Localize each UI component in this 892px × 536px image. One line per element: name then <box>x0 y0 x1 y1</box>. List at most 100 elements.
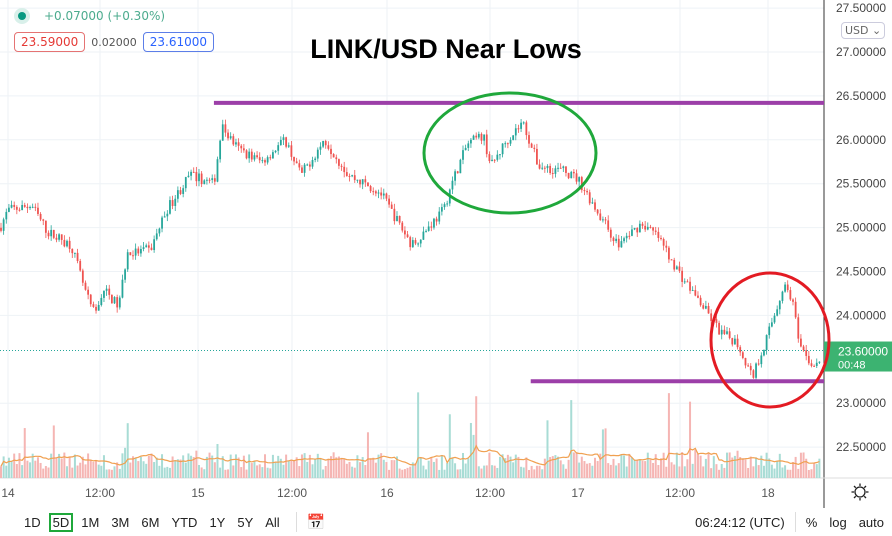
buy-price-button[interactable]: 23.61000 <box>142 32 215 52</box>
candle-body <box>137 248 140 254</box>
candle-body <box>103 290 105 298</box>
volume-bar <box>95 460 98 478</box>
range-ytd[interactable]: YTD <box>171 514 198 530</box>
volume-bar <box>15 464 18 478</box>
volume-bar <box>538 465 541 478</box>
candle-body <box>52 229 55 238</box>
range-5d[interactable]: 5D <box>48 512 74 532</box>
volume-bar <box>295 457 298 478</box>
candle-body <box>216 159 219 182</box>
candle-body <box>153 239 156 251</box>
range-1d[interactable]: 1D <box>24 514 41 530</box>
volume-bar <box>161 454 164 478</box>
highlight-circle-high <box>422 91 598 215</box>
percent-toggle[interactable]: % <box>805 514 818 530</box>
volume-bar <box>219 467 222 478</box>
candle-body <box>443 204 446 208</box>
x-tick-label: 18 <box>761 486 775 500</box>
candle-body <box>612 237 615 242</box>
candle-body <box>533 147 536 149</box>
volume-bar <box>308 454 311 478</box>
volume-bar <box>353 467 356 478</box>
volume-bar <box>567 459 570 478</box>
volume-bar <box>469 422 472 478</box>
volume-bar <box>702 466 705 478</box>
range-3m[interactable]: 3M <box>111 514 130 530</box>
volume-bar <box>266 467 269 478</box>
currency-select[interactable]: USD ⌄ <box>841 22 886 39</box>
date-range-icon[interactable]: 📅 <box>306 514 326 531</box>
candle-body <box>200 173 203 185</box>
x-tick-label: 15 <box>191 486 205 500</box>
volume-bar <box>662 452 665 478</box>
volume-bar <box>409 466 412 478</box>
candle-body <box>322 140 324 147</box>
candle-body <box>44 220 47 233</box>
volume-bar <box>493 465 496 478</box>
sell-price-button[interactable]: 23.59000 <box>14 32 86 52</box>
volume-bar <box>174 460 177 478</box>
volume-bar <box>462 452 464 478</box>
auto-toggle[interactable]: auto <box>858 514 884 530</box>
candle-body <box>232 136 235 145</box>
volume-bar <box>168 467 171 478</box>
volume-bar <box>23 428 26 478</box>
current-price-label-bg <box>824 341 892 372</box>
candle-body <box>726 331 728 334</box>
candle-body <box>451 180 454 190</box>
candle-body <box>227 132 229 139</box>
candle-body <box>343 166 346 173</box>
candle-body <box>330 148 332 155</box>
volume-bar <box>264 454 266 478</box>
volume-bar <box>609 464 612 478</box>
volume-bar <box>97 464 100 478</box>
candle-body <box>390 204 393 209</box>
candle-body <box>607 220 610 230</box>
candle-body <box>491 159 493 162</box>
volume-bar <box>625 466 628 478</box>
candle-body <box>565 166 567 173</box>
y-tick-label: 24.50000 <box>836 265 886 279</box>
candle-body <box>282 137 285 140</box>
volume-bar <box>557 456 560 478</box>
candle-body <box>530 143 533 148</box>
volume-bar <box>7 457 10 478</box>
volume-bar <box>815 464 818 478</box>
candle-body <box>224 124 227 133</box>
candle-body <box>382 193 385 196</box>
price-chart[interactable]: 27.50000 27.00000 26.50000 26.00000 25.50000… <box>0 0 892 508</box>
candle-body <box>628 235 631 237</box>
range-1m[interactable]: 1M <box>81 514 100 530</box>
volume-bar <box>731 457 734 478</box>
volume-bar <box>683 466 686 478</box>
candle-body <box>665 245 668 248</box>
chart-title: LINK/USD Near Lows <box>310 34 582 64</box>
volume-bar <box>79 462 82 478</box>
range-6m[interactable]: 6M <box>141 514 160 530</box>
volume-bar <box>710 468 713 478</box>
candle-body <box>113 297 116 304</box>
candle-body <box>720 329 723 335</box>
volume-bar <box>340 457 343 478</box>
volume-bar <box>792 461 794 478</box>
volume-bar <box>237 457 240 478</box>
volume-bar <box>760 455 763 478</box>
log-toggle[interactable]: log <box>829 514 847 530</box>
candle-body <box>301 167 303 173</box>
candle-body <box>351 175 354 177</box>
candle-body <box>433 218 435 228</box>
range-5y[interactable]: 5Y <box>237 514 254 530</box>
volume-bar <box>29 462 32 478</box>
volume-bar <box>198 465 200 478</box>
volume-bar <box>417 392 420 478</box>
range-all[interactable]: All <box>265 514 280 530</box>
volume-bar <box>535 465 538 478</box>
volume-ma-line <box>0 444 820 467</box>
clock[interactable]: 06:24:12 (UTC) <box>695 514 785 530</box>
volume-bar <box>385 462 388 478</box>
candle-body <box>393 208 396 222</box>
candle-body <box>557 167 559 169</box>
range-1y[interactable]: 1Y <box>209 514 226 530</box>
volume-bar <box>488 452 491 478</box>
volume-bar <box>517 456 520 478</box>
